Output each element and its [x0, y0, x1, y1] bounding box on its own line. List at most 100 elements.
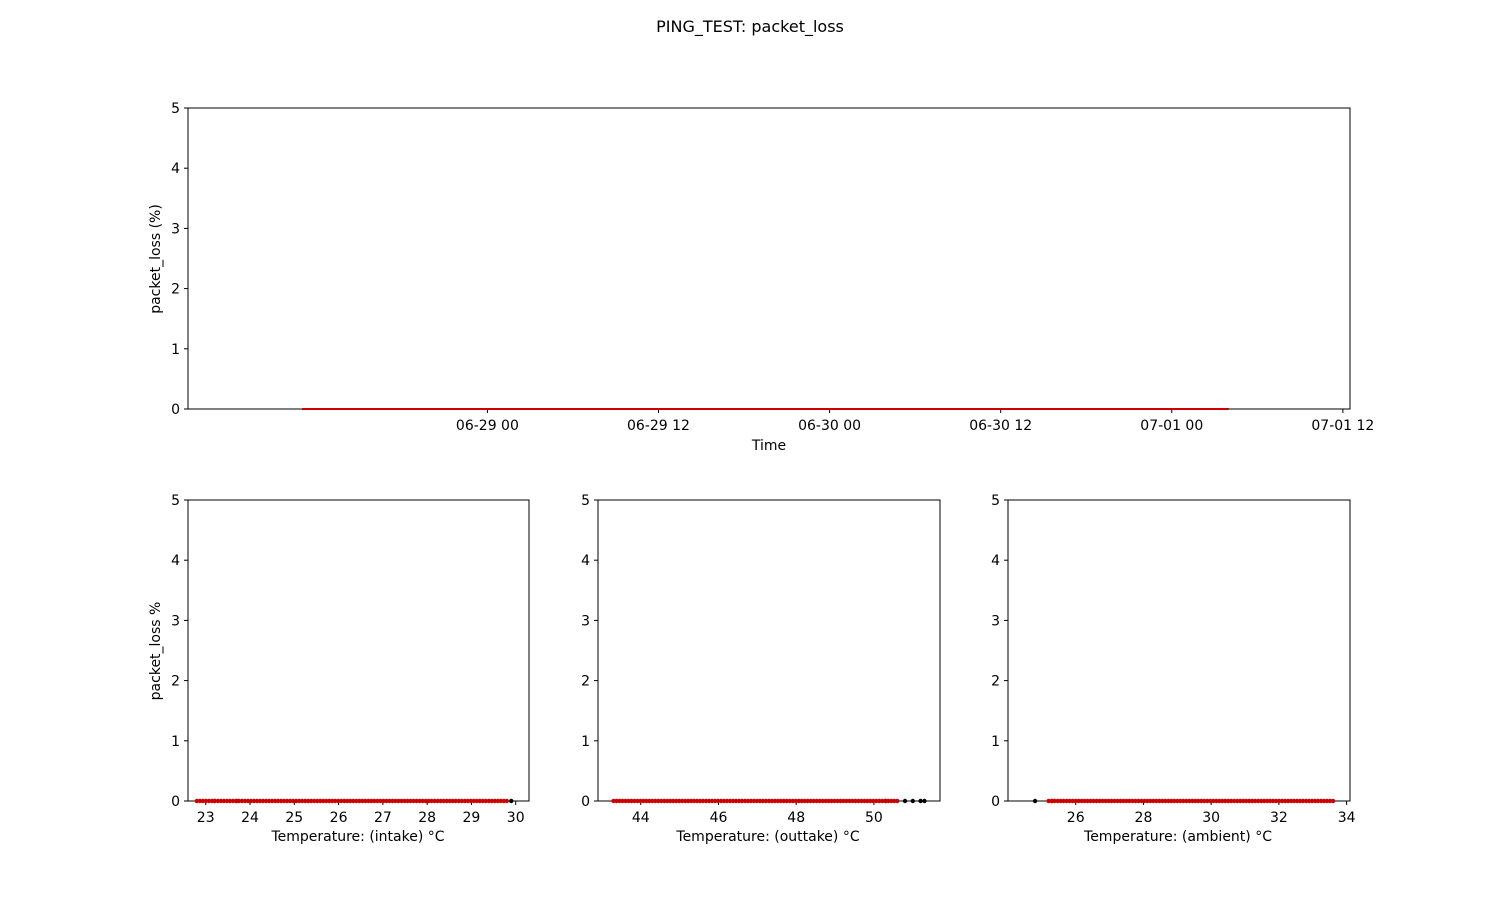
data-point	[414, 798, 419, 804]
data-point	[423, 798, 428, 804]
data-point	[327, 798, 332, 804]
x-tick-label: 29	[463, 810, 481, 826]
plot-frame	[1007, 499, 1351, 802]
x-tick-label: 26	[330, 810, 348, 826]
x-tick-label: 27	[374, 810, 392, 826]
data-point	[450, 798, 455, 804]
data-point	[363, 798, 368, 804]
data-point	[381, 798, 386, 804]
data-point	[393, 798, 398, 804]
data-point-black	[910, 798, 915, 804]
x-tick-label: 06-29 00	[456, 418, 519, 434]
y-tick-label: 4	[991, 553, 1000, 569]
data-point	[486, 798, 491, 804]
ambient-xlabel: Temperature: (ambient) °C	[1083, 829, 1272, 845]
plot-frame	[597, 499, 941, 802]
data-point	[378, 798, 383, 804]
time-xlabel: Time	[751, 438, 786, 454]
data-point-black	[1032, 798, 1038, 804]
data-point	[248, 798, 254, 804]
data-point	[230, 798, 236, 804]
data-point	[429, 798, 434, 804]
data-point	[309, 798, 314, 804]
x-tick-label: 06-30 12	[969, 418, 1032, 434]
plot-frame	[187, 499, 530, 802]
data-point	[206, 798, 212, 804]
y-tick-label: 1	[581, 734, 590, 750]
data-point	[360, 798, 365, 804]
data-point	[275, 798, 281, 804]
data-point	[504, 798, 510, 804]
data-point	[281, 798, 287, 804]
data-point	[336, 798, 341, 804]
data-point	[348, 798, 353, 804]
x-tick-label: 06-29 12	[627, 418, 690, 434]
data-point	[251, 798, 257, 804]
x-tick-label: 34	[1338, 810, 1356, 826]
data-point	[399, 798, 404, 804]
y-tick-label: 0	[991, 794, 1000, 810]
data-point	[489, 798, 495, 804]
data-point	[197, 798, 203, 804]
data-point	[357, 798, 362, 804]
data-point	[330, 798, 335, 804]
data-point-black	[918, 798, 923, 804]
x-tick-label: 28	[1135, 810, 1153, 826]
data-point	[405, 798, 410, 804]
data-point	[411, 798, 416, 804]
y-tick-label: 2	[991, 674, 1000, 690]
y-tick-label: 2	[581, 674, 590, 690]
plot-frame	[187, 107, 1351, 410]
y-tick-label: 3	[171, 613, 180, 629]
x-tick-label: 32	[1270, 810, 1288, 826]
time-chart: Time packet_loss (%) 0 1 2 3 4 5 06-29 00 06-29…	[148, 101, 1374, 454]
data-point	[194, 798, 200, 804]
y-tick-label: 3	[991, 613, 1000, 629]
y-tick-label: 2	[171, 674, 180, 690]
data-point	[245, 798, 251, 804]
x-tick-label: 44	[632, 810, 650, 826]
data-point	[266, 798, 272, 804]
y-tick-label: 3	[171, 221, 180, 237]
data-point	[465, 798, 470, 804]
data-point	[474, 798, 479, 804]
y-tick-label: 0	[581, 794, 590, 810]
data-point	[333, 798, 338, 804]
data-point	[212, 798, 218, 804]
data-point-black	[509, 798, 514, 804]
data-point	[318, 798, 323, 804]
data-point	[390, 798, 395, 804]
data-point	[321, 798, 326, 804]
data-point	[435, 798, 440, 804]
data-point	[287, 798, 293, 804]
data-point	[501, 798, 507, 804]
data-point	[339, 798, 344, 804]
data-point	[462, 798, 467, 804]
data-point	[492, 798, 498, 804]
y-tick-label: 5	[581, 493, 590, 509]
data-point	[384, 798, 389, 804]
y-tick-label: 4	[171, 161, 180, 177]
intake-xlabel: Temperature: (intake) °C	[270, 829, 444, 845]
y-tick-label: 5	[171, 101, 180, 117]
data-point	[438, 798, 443, 804]
data-point	[432, 798, 437, 804]
intake-ylabel: packet_loss %	[148, 602, 164, 701]
data-point	[242, 798, 248, 804]
data-point	[345, 798, 350, 804]
data-point	[227, 798, 233, 804]
x-tick-label: 30	[1202, 810, 1220, 826]
y-tick-label: 5	[171, 493, 180, 509]
data-point-black	[902, 798, 908, 804]
data-point	[480, 798, 485, 804]
data-point	[269, 798, 275, 804]
data-point	[447, 798, 452, 804]
data-point	[459, 798, 464, 804]
data-point	[221, 798, 227, 804]
x-tick-label: 48	[787, 810, 805, 826]
data-point	[483, 798, 488, 804]
intake-chart: Temperature: (intake) °C packet_loss % 0…	[148, 493, 530, 845]
data-point	[215, 798, 221, 804]
x-tick-label: 06-30 00	[798, 418, 861, 434]
